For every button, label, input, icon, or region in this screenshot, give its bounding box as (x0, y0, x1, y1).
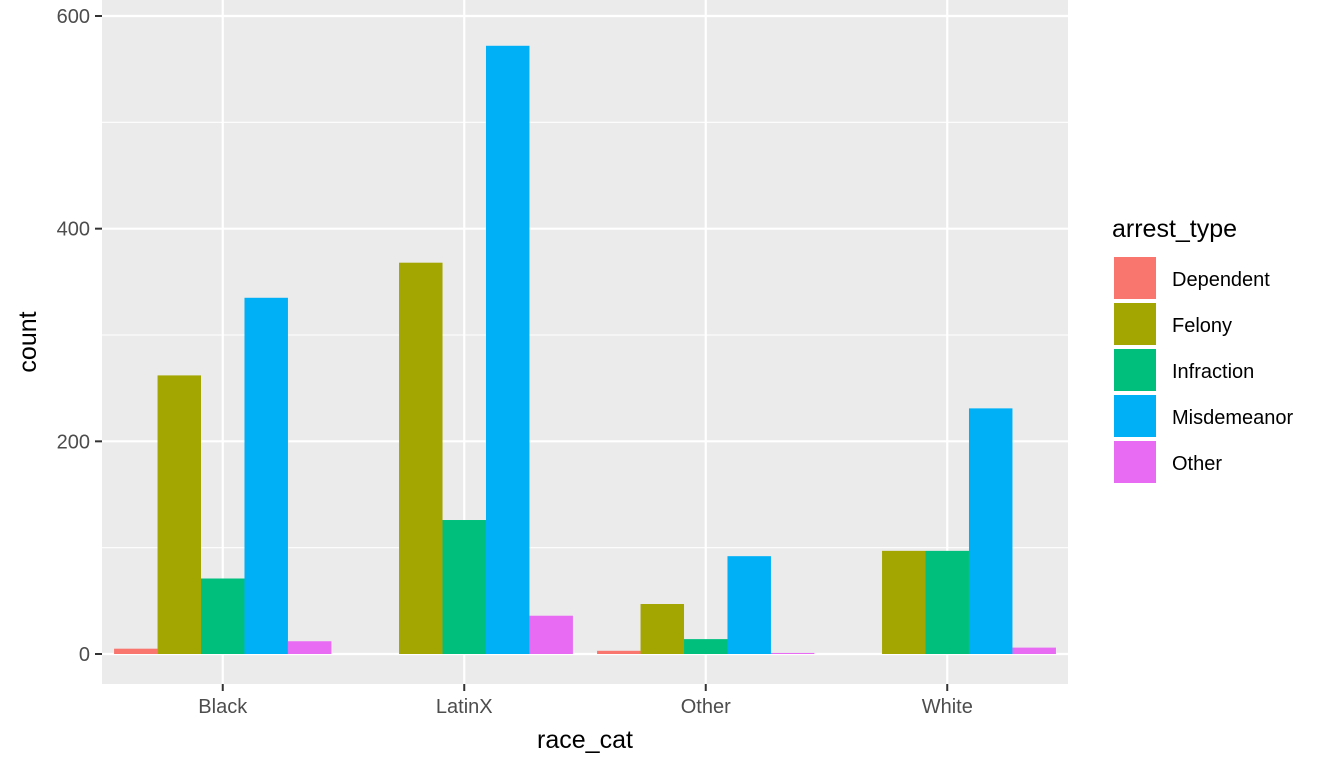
y-axis-title: count (14, 311, 42, 372)
bar-other-dependent (597, 650, 641, 654)
y-tick-label: 200 (57, 431, 90, 453)
legend-label-dependent: Dependent (1172, 269, 1270, 291)
y-tick-label: 600 (57, 6, 90, 28)
legend-label-other: Other (1172, 453, 1222, 475)
bar-black-infraction (201, 578, 245, 654)
bars (114, 45, 1056, 655)
bar-other-misdemeanor (727, 556, 771, 654)
x-tick-label: Other (681, 696, 731, 718)
legend-key-dependent (1114, 257, 1156, 299)
x-axis-title: race_cat (537, 726, 633, 754)
bar-black-felony (157, 375, 202, 654)
x-tick-label: White (922, 696, 973, 718)
bar-black-dependent (114, 648, 158, 654)
x-tick-label: LatinX (436, 696, 493, 718)
bar-other-other (770, 652, 815, 654)
bar-other-infraction (684, 639, 728, 654)
bar-latinx-misdemeanor (485, 45, 530, 655)
x-tick-label: Black (198, 696, 248, 718)
bar-white-misdemeanor (968, 408, 1013, 654)
bar-white-infraction (925, 550, 969, 654)
legend-title: arrest_type (1112, 215, 1237, 243)
bar-white-felony (882, 550, 926, 654)
legend: arrest_type Dependent Felony Infraction Mis… (1112, 215, 1294, 483)
bar-black-other (287, 641, 332, 654)
legend-key-felony (1114, 303, 1156, 345)
bar-latinx-other (529, 615, 573, 654)
legend-label-misdemeanor: Misdemeanor (1172, 407, 1294, 429)
legend-key-infraction (1114, 349, 1156, 391)
legend-label-infraction: Infraction (1172, 361, 1254, 383)
axes: 0 200 400 600 Black LatinX Other White (57, 6, 973, 718)
legend-label-felony: Felony (1172, 315, 1232, 337)
y-tick-label: 400 (57, 219, 90, 241)
legend-key-other (1114, 441, 1156, 483)
bar-black-misdemeanor (244, 297, 288, 654)
bar-other-felony (640, 604, 685, 654)
legend-key-misdemeanor (1114, 395, 1156, 437)
bar-latinx-felony (399, 262, 443, 654)
bar-white-other (1012, 647, 1056, 654)
y-tick-label: 0 (79, 644, 90, 666)
bar-latinx-infraction (442, 520, 486, 654)
